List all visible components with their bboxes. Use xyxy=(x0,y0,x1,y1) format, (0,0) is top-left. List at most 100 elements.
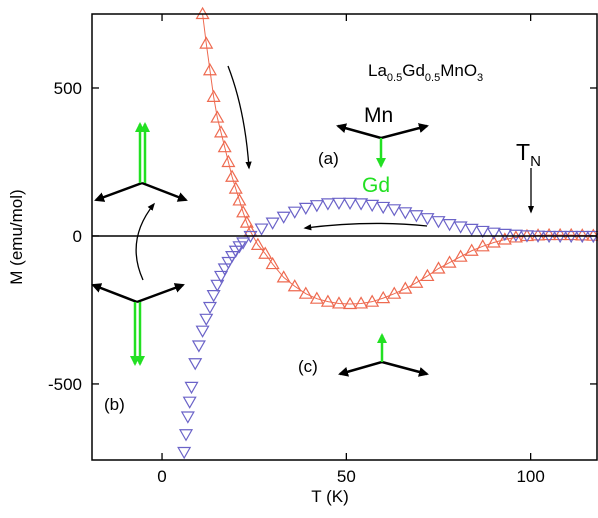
series-line xyxy=(202,13,594,305)
data-point xyxy=(398,207,413,220)
data-point xyxy=(398,281,413,294)
data-point xyxy=(442,255,457,268)
data-point xyxy=(210,110,225,123)
compound-label: La0.5Gd0.5MnO3 xyxy=(368,61,483,84)
data-point xyxy=(276,270,291,283)
data-point xyxy=(236,205,251,218)
data-point xyxy=(210,279,225,293)
y-tick-label: 500 xyxy=(54,79,82,98)
data-point xyxy=(191,340,206,353)
data-point xyxy=(486,235,501,248)
plot-frame xyxy=(91,13,598,461)
data-point xyxy=(376,201,391,215)
data-point xyxy=(225,169,240,182)
data-point xyxy=(497,232,512,245)
spin-diagrams xyxy=(91,65,535,377)
data-point xyxy=(232,193,247,206)
x-tick-label: 50 xyxy=(337,467,356,486)
data-point xyxy=(497,228,512,242)
data-point xyxy=(178,429,194,442)
data-point xyxy=(213,125,229,138)
x-tick-label: 100 xyxy=(516,467,544,486)
data-point xyxy=(309,291,324,304)
data-point xyxy=(309,200,324,213)
data-point xyxy=(298,286,313,299)
data-point xyxy=(387,204,402,217)
data-point xyxy=(376,290,391,304)
data-point xyxy=(442,219,457,232)
data-point xyxy=(217,139,232,153)
data-point xyxy=(202,301,217,315)
data-point xyxy=(342,296,358,310)
data-point xyxy=(464,243,479,256)
data-point xyxy=(182,396,197,409)
data-point xyxy=(331,296,347,309)
data-point xyxy=(475,239,490,252)
y-axis-label: M (emu/mol) xyxy=(7,189,26,284)
data-point xyxy=(453,221,468,234)
data-point xyxy=(486,227,501,240)
data-point xyxy=(195,325,210,338)
data-point xyxy=(409,210,424,223)
data-point xyxy=(464,223,479,237)
data-point xyxy=(420,213,435,226)
data-point xyxy=(365,294,380,307)
data-point xyxy=(475,225,490,239)
data-point xyxy=(213,270,229,284)
data-point xyxy=(298,202,313,216)
data-point xyxy=(354,296,369,309)
data-point xyxy=(331,197,347,211)
data-point xyxy=(276,211,291,224)
data-point xyxy=(287,279,302,292)
data-point xyxy=(202,63,217,76)
data-point xyxy=(184,381,199,395)
data-point xyxy=(236,237,251,250)
data-point xyxy=(320,198,335,211)
data-point xyxy=(320,294,335,307)
data-point xyxy=(265,256,280,270)
data-point xyxy=(553,227,568,241)
data-point xyxy=(265,217,280,230)
data-point xyxy=(530,228,546,241)
label-b: (b) xyxy=(104,395,125,414)
data-point xyxy=(409,275,424,288)
mn-label: Mn xyxy=(364,104,393,127)
label-c: (c) xyxy=(298,357,318,376)
data-point xyxy=(206,89,221,102)
data-point xyxy=(387,286,402,299)
x-axis-label: T (K) xyxy=(311,487,348,506)
gd-label: Gd xyxy=(362,174,390,197)
data-point xyxy=(431,216,446,229)
data-point xyxy=(342,197,358,211)
y-tick-label: -500 xyxy=(48,375,82,394)
y-tick-label: 0 xyxy=(73,227,82,246)
data-point xyxy=(217,263,232,276)
data-point xyxy=(228,181,243,194)
data-point xyxy=(420,268,435,282)
label-a: (a) xyxy=(318,149,339,168)
data-point xyxy=(365,199,380,213)
data-point xyxy=(199,313,214,327)
data-point xyxy=(177,446,192,460)
data-point xyxy=(180,411,195,424)
data-point xyxy=(250,237,265,250)
data-point xyxy=(199,36,214,49)
data-point xyxy=(287,206,302,219)
data-point xyxy=(188,358,203,371)
data-point xyxy=(254,223,269,236)
data-point xyxy=(206,290,221,303)
data-point xyxy=(354,198,369,211)
data-point xyxy=(239,215,254,228)
plot-area xyxy=(177,6,598,460)
data-point xyxy=(431,261,446,274)
tn-label: TN xyxy=(516,139,541,170)
data-point xyxy=(542,227,557,241)
data-point xyxy=(221,154,236,168)
data-point xyxy=(258,246,273,259)
data-point xyxy=(225,250,240,264)
data-point xyxy=(221,256,236,270)
data-point xyxy=(564,227,579,241)
data-point xyxy=(575,228,590,241)
